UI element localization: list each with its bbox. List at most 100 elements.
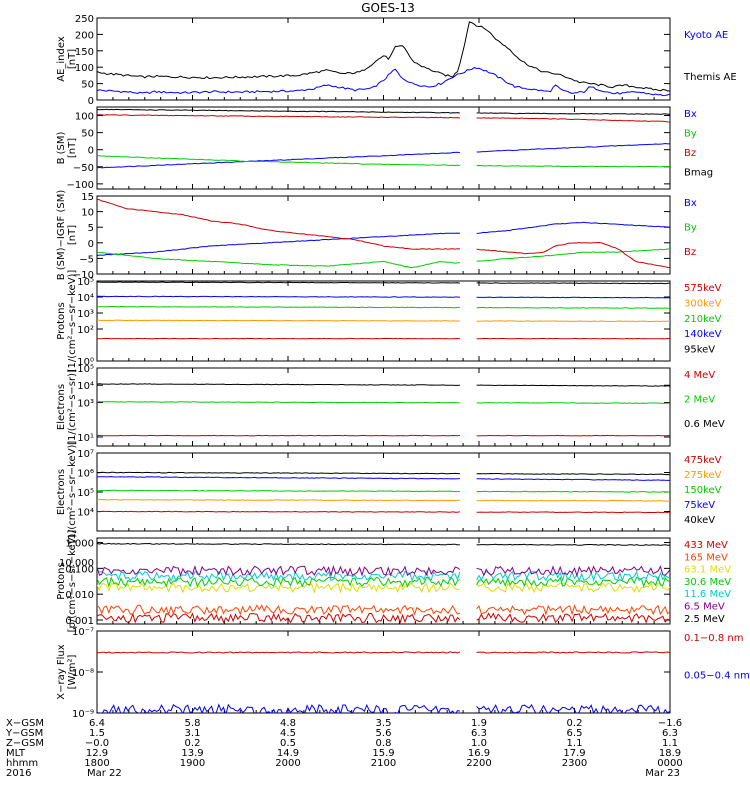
panel-ae: 0 50 100 150 200 250 AE_index [nT] Kyoto AE Themi… bbox=[56, 14, 737, 107]
y-axis-label: B (SM) bbox=[56, 131, 67, 164]
panel-b_igrf: −10 −5 0 5 10 15 B (SM)−IGRF (SM) [nT] Bx By Bz bbox=[56, 190, 697, 281]
y-tick-label: 0 bbox=[88, 239, 94, 250]
y-tick-label: 10.000 bbox=[59, 558, 94, 569]
y-tick-label: 10² bbox=[77, 325, 94, 336]
y-tick-label: 50 bbox=[81, 80, 94, 91]
legend-item: 275keV bbox=[684, 470, 722, 481]
y-tick-label: 10⁶ bbox=[77, 469, 94, 480]
orbit-row-label: 2016 bbox=[6, 768, 31, 779]
orbit-cell: 0.8 bbox=[376, 738, 392, 749]
legend-item: 75keV bbox=[684, 500, 715, 511]
orbit-cell: 12.9 bbox=[86, 748, 108, 759]
orbit-cell: 6.3 bbox=[471, 728, 487, 739]
y-axis-label: Protons bbox=[56, 562, 67, 599]
orbit-cell: 2000 bbox=[275, 758, 300, 769]
panel-electrons_mageds: 10⁴ 10⁵ 10⁶ 10⁷ Electrons [1/(cm²−s−sr−keV)] 4… bbox=[56, 441, 722, 544]
y-axis-label: [1/(cm²−s−sr−keV)] bbox=[67, 270, 78, 373]
orbit-cell: 13.9 bbox=[181, 748, 203, 759]
legend-item: 95keV bbox=[684, 345, 715, 356]
y-tick-label: 10¹ bbox=[77, 433, 94, 444]
y-axis-label: [1/(cm²−s−sr−keV)] bbox=[67, 441, 78, 544]
series-group bbox=[97, 383, 670, 437]
orbit-cell: 1.1 bbox=[567, 738, 583, 749]
legend-item: 63.1 MeV bbox=[684, 565, 731, 576]
legend-item: 140keV bbox=[684, 329, 722, 340]
legend-item: 4 MeV bbox=[684, 370, 715, 381]
panel-frame bbox=[96, 630, 671, 714]
series-line-bz bbox=[97, 114, 670, 123]
y-tick-label: 0.001 bbox=[65, 616, 94, 627]
series-line-275kev bbox=[97, 498, 670, 502]
y-tick-label: 10⁻⁷ bbox=[72, 627, 94, 638]
y-axis-label: AE_index bbox=[56, 36, 67, 82]
legend: Bx By Bz bbox=[684, 198, 697, 258]
legend: 4 MeV 2 MeV 0.6 MeV bbox=[684, 370, 725, 430]
y-tick-label: 1.000 bbox=[65, 539, 94, 550]
legend-item: 2 MeV bbox=[684, 394, 715, 405]
orbit-cell: 1.9 bbox=[471, 718, 487, 729]
y-tick-label: −5 bbox=[79, 254, 94, 265]
series-group bbox=[97, 108, 670, 169]
orbit-cell: 2100 bbox=[371, 758, 396, 769]
series-group bbox=[97, 471, 670, 514]
legend-item: Bx bbox=[684, 109, 697, 120]
orbit-cell: 2200 bbox=[466, 758, 491, 769]
series-line-575kev bbox=[97, 337, 670, 340]
y-axis-label: X−ray Flux bbox=[56, 644, 67, 699]
orbit-row-label: hhmm bbox=[6, 758, 38, 769]
orbit-cell: 17.9 bbox=[563, 748, 585, 759]
orbit-cell: 0.5 bbox=[280, 738, 296, 749]
series-group bbox=[97, 198, 670, 269]
series-line-0-6-mev bbox=[97, 383, 670, 387]
y-tick-label: 50 bbox=[81, 129, 94, 140]
y-tick-label: 150 bbox=[75, 47, 94, 58]
panel-frame bbox=[96, 17, 671, 101]
y-tick-label: 10⁴ bbox=[77, 381, 94, 392]
y-tick-label: 10⁻⁹ bbox=[72, 709, 94, 720]
series-line-150kev bbox=[97, 489, 670, 493]
series-line-75kev bbox=[97, 476, 670, 481]
y-tick-label: 10⁴ bbox=[77, 293, 94, 304]
legend-item: 11.6 MeV bbox=[684, 589, 731, 600]
legend-item: Bmag bbox=[684, 168, 713, 179]
orbit-cell: 1900 bbox=[180, 758, 205, 769]
orbit-cell: 0.2 bbox=[567, 718, 583, 729]
legend-item: 150keV bbox=[684, 485, 722, 496]
series-line-63-1-mev bbox=[97, 581, 670, 594]
legend-item: 0.05−0.4 nm bbox=[684, 670, 750, 681]
series-line-4-mev bbox=[97, 434, 670, 437]
series-line-300kev bbox=[97, 319, 670, 323]
series-line-2-5-mev bbox=[97, 542, 670, 546]
y-tick-label: 10⁴ bbox=[77, 508, 94, 519]
series-line-kyoto-ae bbox=[97, 67, 670, 97]
y-axis-label: Electrons bbox=[56, 469, 67, 515]
series-line-140kev bbox=[97, 295, 670, 299]
orbit-cell: 18.9 bbox=[659, 748, 681, 759]
legend-item: Kyoto AE bbox=[684, 30, 728, 41]
y-tick-label: 10⁵ bbox=[77, 364, 94, 375]
y-tick-label: −10 bbox=[73, 270, 94, 281]
orbit-row-label: Z−GSM bbox=[6, 738, 44, 749]
y-tick-label: 0.010 bbox=[65, 590, 94, 601]
series-line-95kev bbox=[97, 281, 670, 285]
orbit-cell: 4.5 bbox=[280, 728, 296, 739]
orbit-cell: 6.5 bbox=[567, 728, 583, 739]
y-tick-label: 0 bbox=[88, 96, 94, 107]
panel-b_sm: −100 −50 0 50 100 B (SM) [nT] Bx By Bz Bmag bbox=[56, 106, 713, 191]
legend-item: 6.5 MeV bbox=[684, 602, 725, 613]
plot-title: GOES-13 bbox=[361, 1, 415, 15]
orbit-row-label: MLT bbox=[6, 748, 26, 759]
legend-item: Bz bbox=[684, 148, 696, 159]
orbit-cell: 1800 bbox=[84, 758, 109, 769]
series-line-210kev bbox=[97, 305, 670, 309]
legend-item: 2.5 MeV bbox=[684, 614, 725, 625]
series-group bbox=[97, 651, 670, 713]
orbit-cell: 15.9 bbox=[372, 748, 394, 759]
series-line-by bbox=[97, 155, 670, 168]
y-tick-label: 0 bbox=[88, 146, 94, 157]
series-line-11-6-mev bbox=[97, 570, 670, 583]
